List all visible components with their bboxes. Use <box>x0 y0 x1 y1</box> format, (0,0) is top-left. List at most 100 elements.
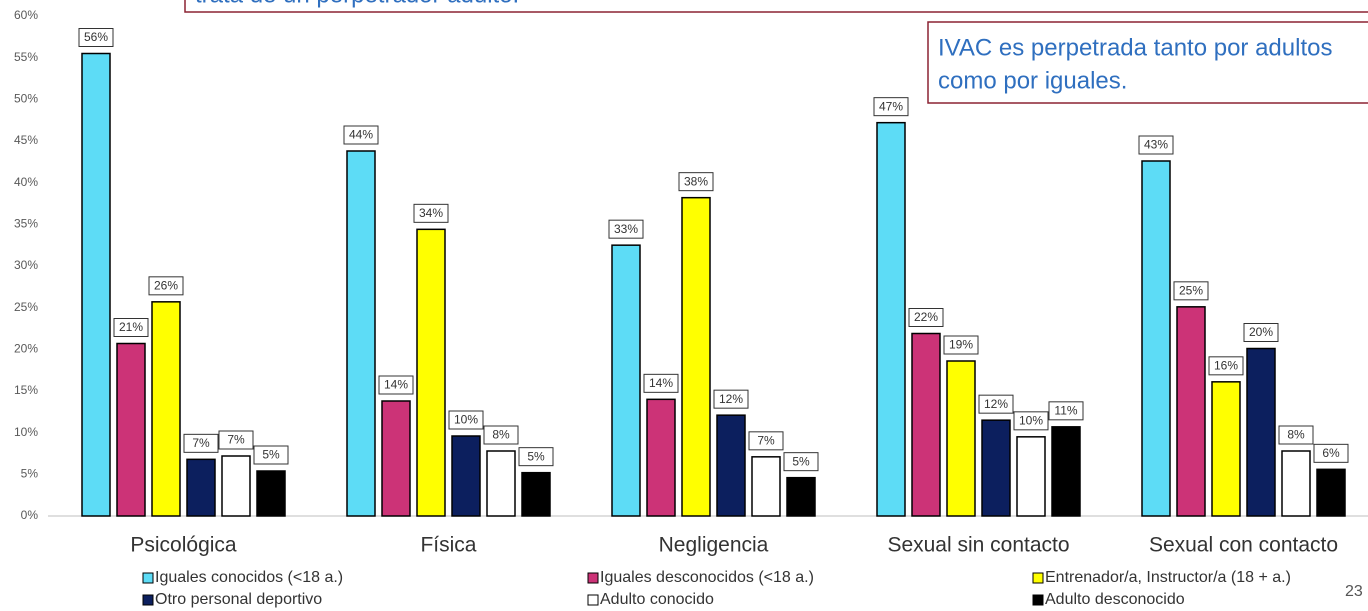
data-label: 34% <box>419 206 443 220</box>
legend-swatch <box>587 594 599 606</box>
y-tick-label: 30% <box>14 258 38 272</box>
data-label: 21% <box>119 320 143 334</box>
y-tick-label: 25% <box>14 300 38 314</box>
legend-swatch <box>587 572 599 584</box>
bar <box>1176 306 1206 517</box>
bar <box>751 456 781 517</box>
bar <box>1211 381 1241 517</box>
y-tick-label: 35% <box>14 217 38 231</box>
data-label: 10% <box>1019 414 1043 428</box>
data-label: 8% <box>1287 428 1305 442</box>
legend-swatch <box>1032 594 1044 606</box>
data-label: 14% <box>649 376 673 390</box>
page-number: 23 <box>1345 583 1363 600</box>
data-label-box <box>1013 411 1049 431</box>
data-label-box <box>148 276 184 296</box>
y-tick-label: 5% <box>21 467 39 481</box>
data-label: 43% <box>1144 138 1168 152</box>
data-label-box <box>608 219 644 239</box>
bar <box>81 52 111 517</box>
legend-label: Adulto desconocido <box>1045 591 1185 608</box>
data-label-box <box>253 445 289 465</box>
y-tick-label: 10% <box>14 425 38 439</box>
data-label-box <box>1138 135 1174 155</box>
data-label: 5% <box>792 454 810 468</box>
y-tick-label: 50% <box>14 92 38 106</box>
bar <box>646 398 676 517</box>
annotation-box <box>927 21 1368 104</box>
x-tick-label: Sexual sin contacto <box>887 534 1069 557</box>
bar <box>1246 347 1276 517</box>
bar <box>1051 426 1081 517</box>
annotation-box <box>184 0 1368 13</box>
data-label-box <box>783 452 819 472</box>
bar <box>346 150 376 517</box>
data-label-box <box>1243 323 1279 342</box>
data-label: 14% <box>384 378 408 392</box>
bar <box>521 471 551 517</box>
y-tick-label: 15% <box>14 383 38 397</box>
annotation: IVAC es perpetrada tanto por adultos <box>938 34 1332 61</box>
y-tick-label: 60% <box>14 8 38 22</box>
data-label: 19% <box>949 338 973 352</box>
data-label: 47% <box>879 99 903 113</box>
data-label: 5% <box>262 448 280 462</box>
data-label: 7% <box>227 433 245 447</box>
data-label-box <box>873 97 909 117</box>
bar <box>416 228 446 517</box>
data-label-box <box>1313 443 1349 463</box>
legend-label: Adulto conocido <box>600 591 714 608</box>
data-label: 38% <box>684 174 708 188</box>
y-tick-label: 45% <box>14 133 38 147</box>
x-tick-label: Física <box>420 534 476 557</box>
data-label-box <box>343 125 379 145</box>
data-label: 44% <box>349 128 373 142</box>
data-label-box <box>113 318 149 337</box>
data-label-box <box>1173 281 1209 301</box>
bar <box>1316 468 1346 517</box>
x-tick-label: Sexual con contacto <box>1149 534 1338 557</box>
bar <box>611 244 641 517</box>
data-label: 11% <box>1054 404 1077 418</box>
bar <box>681 196 711 517</box>
bar <box>911 332 941 517</box>
bar <box>1281 450 1311 517</box>
data-label: 25% <box>1179 284 1203 298</box>
bar <box>221 455 251 517</box>
data-label-box <box>1208 356 1244 376</box>
data-label: 16% <box>1214 359 1238 373</box>
data-label: 6% <box>1322 446 1340 460</box>
y-tick-label: 40% <box>14 175 38 189</box>
data-label: 7% <box>757 434 775 448</box>
legend-swatch <box>1032 572 1044 584</box>
data-label-box <box>378 375 414 395</box>
data-label: 20% <box>1249 325 1273 339</box>
data-label-box <box>943 335 979 355</box>
data-label: 7% <box>192 436 210 450</box>
bar <box>1141 160 1171 517</box>
data-label-box <box>748 431 784 451</box>
annotation: como por iguales. <box>938 67 1127 94</box>
bar <box>186 458 216 517</box>
data-label-box <box>483 425 519 445</box>
data-label-box <box>183 433 219 453</box>
data-label: 26% <box>154 279 178 293</box>
bar <box>981 419 1011 517</box>
bar <box>116 342 146 517</box>
data-label: 5% <box>527 449 545 463</box>
data-label-box <box>678 172 714 192</box>
data-label-box <box>518 447 554 467</box>
legend-swatch <box>142 572 154 584</box>
legend-label: Entrenador/a, Instructor/a (18 + a.) <box>1045 569 1291 586</box>
data-label-box <box>643 373 679 393</box>
legend-label: Otro personal deportivo <box>155 591 322 608</box>
data-label: 22% <box>914 310 938 324</box>
data-label-box <box>413 203 449 223</box>
y-tick-label: 55% <box>14 50 38 64</box>
bar <box>151 301 181 517</box>
data-label-box <box>218 430 254 450</box>
bar <box>786 476 816 517</box>
bar <box>946 360 976 517</box>
data-label: 8% <box>492 428 510 442</box>
data-label: 56% <box>84 30 108 44</box>
